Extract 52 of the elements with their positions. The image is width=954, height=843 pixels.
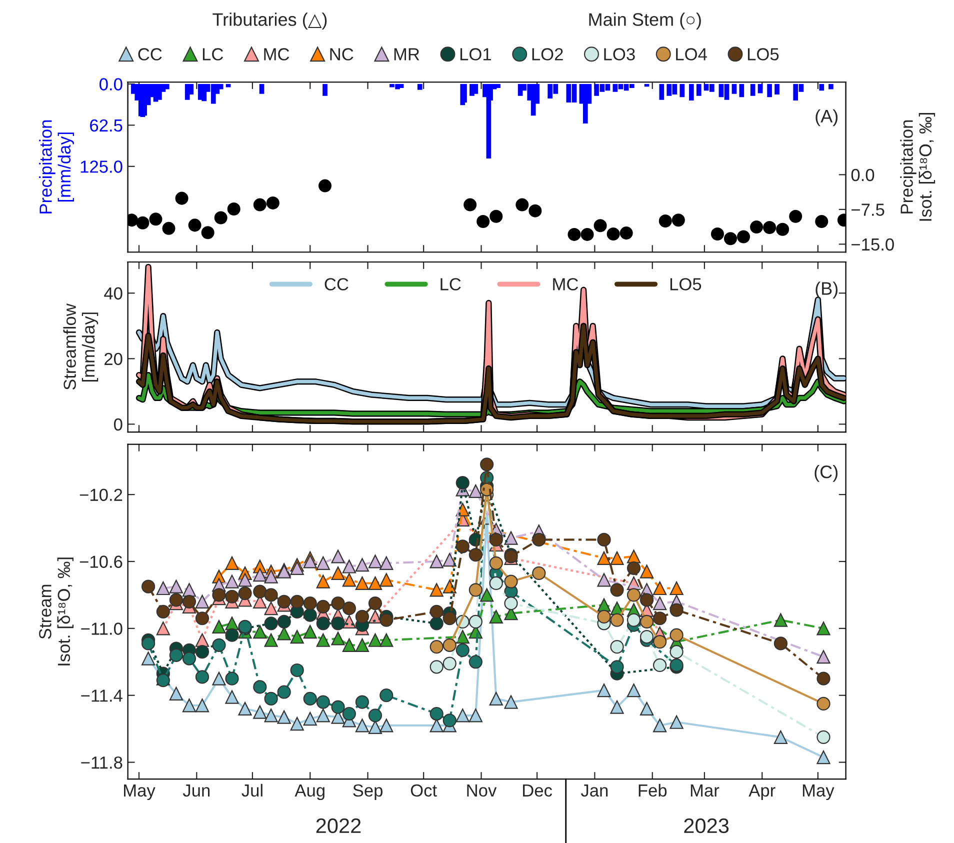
y2-tick-label: −7.5	[852, 204, 884, 216]
x-tick-label: Jun	[182, 784, 210, 797]
y-tick-label: −11.4	[81, 690, 122, 702]
y-axis-title: Precipitation [mm/day]	[39, 120, 74, 214]
y2-tick-label: 0.0	[851, 168, 874, 182]
y-tick-label: 40	[104, 287, 122, 300]
text: Tributaries (△)	[212, 12, 327, 30]
y-tick-label: −10.2	[80, 488, 122, 502]
legend-label: MR	[394, 48, 420, 60]
y-axis-title: Stream Isot. [δ¹⁸O, ‰]	[39, 558, 74, 666]
x-tick-label: Sep	[353, 784, 382, 800]
x-tick-label: Nov	[467, 784, 497, 797]
y-tick-label: −11.0	[81, 622, 122, 635]
y-tick-label: 0	[114, 418, 122, 431]
y-tick-label: 125.0	[80, 160, 122, 173]
y-tick-label: −10.6	[80, 556, 122, 568]
x-tick-label: Mar	[690, 784, 720, 797]
legend-label: LC	[202, 48, 224, 60]
x-tick-label: May	[802, 784, 834, 800]
y-tick-label: 0.0	[100, 78, 122, 90]
x-tick-label: Jan	[580, 784, 608, 797]
x-tick-label: Apr	[748, 784, 776, 800]
x-tick-label: May	[124, 784, 156, 800]
annotation: (B)	[816, 282, 838, 298]
legend-label: LO3	[604, 48, 635, 60]
legend-label: LO1	[460, 48, 491, 60]
text: 2022	[316, 818, 361, 834]
legend-label: NC	[330, 48, 354, 60]
annotation: (C)	[814, 465, 838, 482]
x-tick-label: Oct	[410, 784, 437, 797]
x-tick-label: Aug	[294, 784, 324, 800]
y-axis-title: Streamflow [mm/day]	[63, 304, 98, 390]
legend-label: CC	[138, 48, 162, 60]
legend-label: CC	[324, 278, 348, 290]
y-tick-label: −11.8	[81, 756, 122, 769]
text: 2023	[684, 818, 729, 834]
text: Main Stem (○)	[589, 12, 701, 30]
y2-tick-label: −15.0	[852, 238, 894, 251]
legend-label: LO5	[670, 278, 702, 290]
legend-label: LC	[440, 278, 461, 290]
legend-label: MC	[264, 48, 290, 60]
legend-label: LO2	[532, 48, 563, 60]
x-tick-label: Dec	[523, 784, 552, 797]
annotation: (A)	[816, 109, 838, 126]
y2-axis-title: Precipitation Isot. [δ¹⁸O, ‰]	[900, 112, 936, 221]
x-tick-label: Jul	[242, 784, 262, 797]
x-tick-label: Feb	[638, 784, 667, 797]
legend-label: MC	[553, 278, 578, 290]
y-tick-label: 62.5	[90, 119, 122, 132]
y-tick-label: 20	[104, 352, 122, 366]
legend-label: LO5	[748, 48, 779, 60]
legend-label: LO4	[676, 48, 707, 60]
